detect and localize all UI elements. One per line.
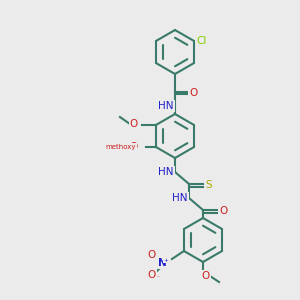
Text: O: O: [189, 88, 197, 98]
Text: +: +: [164, 257, 168, 262]
Text: O: O: [148, 270, 156, 280]
Text: N: N: [158, 258, 166, 268]
Text: ⁻: ⁻: [157, 277, 159, 281]
Text: methoxy: methoxy: [106, 144, 136, 150]
Text: O: O: [130, 119, 138, 129]
Text: HN: HN: [172, 193, 188, 203]
Text: S: S: [206, 180, 212, 190]
Text: O: O: [202, 271, 210, 281]
Text: HN: HN: [158, 167, 174, 177]
Text: O: O: [130, 142, 138, 152]
Text: O: O: [219, 206, 227, 216]
Text: O: O: [148, 250, 156, 260]
Text: Cl: Cl: [197, 36, 207, 46]
Text: HN: HN: [158, 101, 174, 111]
